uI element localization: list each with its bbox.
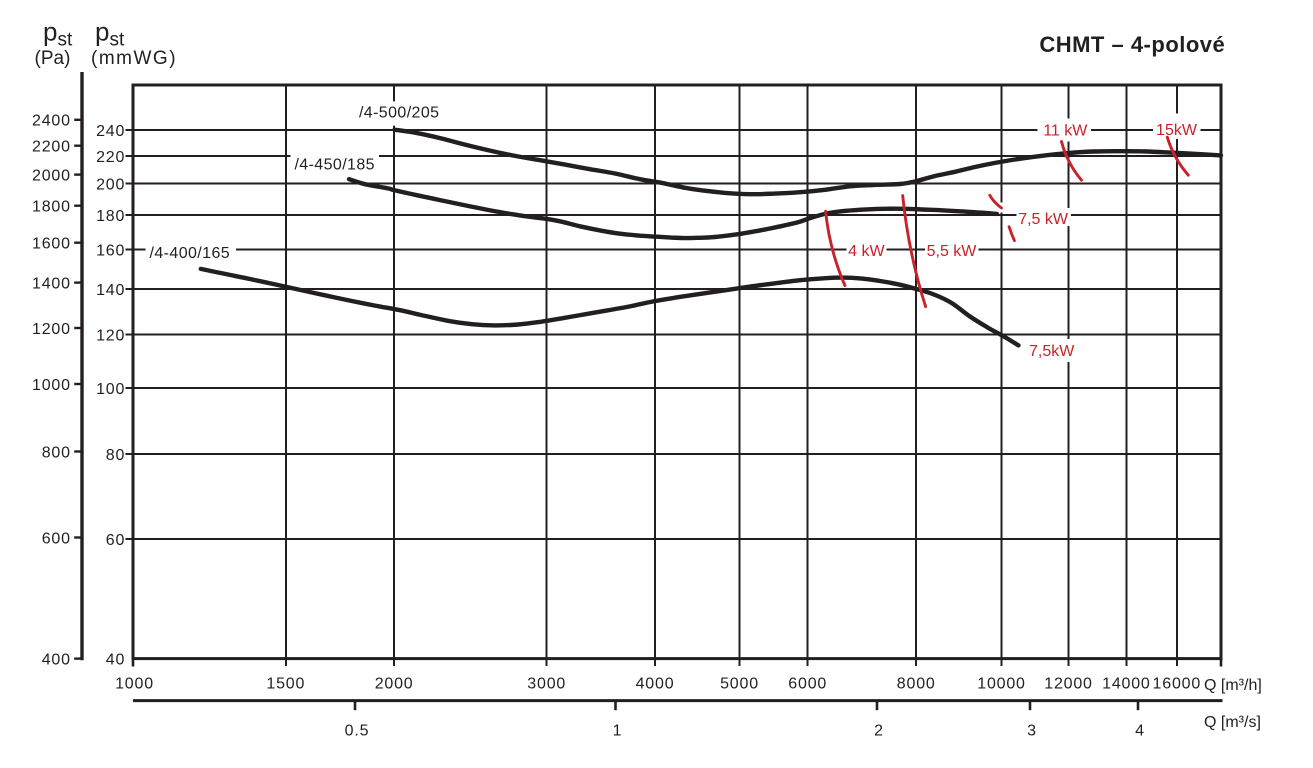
svg-text:800: 800 — [42, 444, 71, 461]
svg-text:1: 1 — [613, 722, 623, 739]
svg-text:160: 160 — [96, 242, 125, 259]
svg-text:4000: 4000 — [636, 675, 675, 692]
svg-text:10000: 10000 — [977, 675, 1026, 692]
svg-text:1200: 1200 — [32, 321, 71, 338]
svg-text:5000: 5000 — [720, 675, 759, 692]
svg-text:8000: 8000 — [897, 675, 936, 692]
svg-text:4: 4 — [1135, 722, 1145, 739]
svg-text:3000: 3000 — [527, 675, 566, 692]
svg-text:200: 200 — [96, 176, 125, 193]
svg-text:240: 240 — [96, 123, 125, 140]
svg-text:1000: 1000 — [32, 377, 71, 394]
svg-text:2: 2 — [874, 722, 884, 739]
svg-text:60: 60 — [106, 532, 125, 549]
svg-text:1000: 1000 — [115, 675, 154, 692]
svg-text:/4-400/165: /4-400/165 — [150, 245, 231, 262]
svg-text:14000: 14000 — [1102, 675, 1151, 692]
svg-text:2200: 2200 — [32, 139, 71, 156]
svg-text:11 kW: 11 kW — [1043, 122, 1088, 139]
svg-text:140: 140 — [96, 282, 125, 299]
svg-text:0.5: 0.5 — [345, 722, 370, 739]
svg-text:Q [m³/h]: Q [m³/h] — [1204, 677, 1262, 694]
svg-text:5,5 kW: 5,5 kW — [927, 243, 978, 260]
svg-text:2400: 2400 — [32, 113, 71, 130]
svg-text:100: 100 — [96, 381, 125, 398]
svg-text:1600: 1600 — [32, 236, 71, 253]
svg-text:1400: 1400 — [32, 275, 71, 292]
svg-text:180: 180 — [96, 208, 125, 225]
svg-text:2000: 2000 — [32, 167, 71, 184]
svg-text:16000: 16000 — [1153, 675, 1202, 692]
svg-text:600: 600 — [42, 530, 71, 547]
svg-text:/4-450/185: /4-450/185 — [294, 157, 375, 174]
svg-text:CHMT – 4-polové: CHMT – 4-polové — [1039, 32, 1225, 57]
svg-text:400: 400 — [42, 651, 71, 668]
svg-text:1500: 1500 — [266, 675, 305, 692]
svg-text:120: 120 — [96, 327, 125, 344]
svg-text:/4-500/205: /4-500/205 — [359, 105, 440, 122]
svg-text:220: 220 — [96, 149, 125, 166]
svg-text:4 kW: 4 kW — [848, 243, 885, 260]
svg-text:7,5 kW: 7,5 kW — [1018, 211, 1069, 228]
svg-text:2000: 2000 — [375, 675, 414, 692]
svg-text:pst: pst — [43, 16, 73, 50]
svg-text:80: 80 — [106, 447, 125, 464]
svg-text:40: 40 — [106, 651, 125, 668]
svg-text:15kW: 15kW — [1156, 122, 1198, 139]
svg-text:(Pa): (Pa) — [35, 48, 71, 69]
svg-text:1800: 1800 — [32, 199, 71, 216]
svg-text:(mmWG): (mmWG) — [91, 48, 177, 69]
svg-text:7,5kW: 7,5kW — [1029, 343, 1075, 360]
svg-text:12000: 12000 — [1044, 675, 1093, 692]
svg-text:Q [m³/s]: Q [m³/s] — [1204, 714, 1261, 731]
svg-text:6000: 6000 — [788, 675, 827, 692]
svg-text:3: 3 — [1027, 722, 1037, 739]
